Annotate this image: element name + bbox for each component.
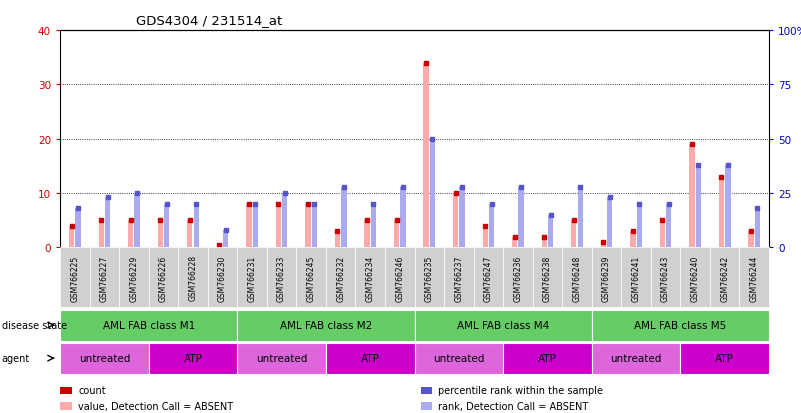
Text: AML FAB class M1: AML FAB class M1 [103,320,195,330]
Text: GSM766231: GSM766231 [248,255,256,301]
Bar [459,187,465,248]
Bar [305,204,311,248]
Bar [164,204,169,248]
Text: AML FAB class M5: AML FAB class M5 [634,320,727,330]
Bar [105,198,111,248]
Text: AML FAB class M2: AML FAB class M2 [280,320,372,330]
Bar [335,232,340,248]
Bar [666,204,671,248]
Bar [158,221,163,248]
Text: GSM766246: GSM766246 [395,254,405,301]
Text: untreated: untreated [433,353,485,363]
Bar [518,187,524,248]
Bar [135,194,139,248]
Text: GSM766225: GSM766225 [70,255,79,301]
Text: untreated: untreated [610,353,662,363]
Bar [718,177,724,248]
Text: GSM766230: GSM766230 [218,254,227,301]
Text: untreated: untreated [78,353,130,363]
Text: value, Detection Call = ABSENT: value, Detection Call = ABSENT [78,401,233,411]
Bar [607,198,612,248]
Text: GSM766245: GSM766245 [307,254,316,301]
Bar [748,232,754,248]
Bar [75,209,81,248]
Bar [690,145,694,248]
Bar [276,204,281,248]
Bar [637,204,642,248]
Text: ATP: ATP [715,353,734,363]
Text: AML FAB class M4: AML FAB class M4 [457,320,549,330]
Bar [312,204,317,248]
Text: GSM766234: GSM766234 [366,254,375,301]
Bar [128,221,134,248]
Bar [252,204,258,248]
Text: GSM766232: GSM766232 [336,255,345,301]
Text: agent: agent [2,353,30,363]
Bar [424,64,429,248]
Bar [246,204,252,248]
Bar [341,187,347,248]
Bar [571,221,577,248]
Bar [371,204,376,248]
Bar [660,221,665,248]
Bar [489,204,494,248]
Bar [69,226,74,248]
Text: GSM766237: GSM766237 [454,254,463,301]
Bar [482,226,488,248]
Text: ATP: ATP [360,353,380,363]
Text: disease state: disease state [2,320,66,330]
Bar [755,209,760,248]
Text: GSM766227: GSM766227 [100,255,109,301]
Bar [400,187,405,248]
Text: count: count [78,385,106,395]
Bar [695,165,701,248]
Bar [548,215,553,248]
Text: GDS4304 / 231514_at: GDS4304 / 231514_at [136,14,283,27]
Bar [194,204,199,248]
Bar [99,221,104,248]
Bar [187,221,192,248]
Text: GSM766238: GSM766238 [543,255,552,301]
Text: GSM766242: GSM766242 [720,255,729,301]
Bar [725,165,731,248]
Bar [223,230,228,248]
Text: GSM766236: GSM766236 [513,254,522,301]
Text: GSM766229: GSM766229 [130,255,139,301]
Text: GSM766226: GSM766226 [159,255,168,301]
Text: GSM766244: GSM766244 [750,254,759,301]
Bar [430,140,435,248]
Text: rank, Detection Call = ABSENT: rank, Detection Call = ABSENT [438,401,589,411]
Text: GSM766241: GSM766241 [631,255,641,301]
Bar [364,221,370,248]
Text: ATP: ATP [538,353,557,363]
Bar [578,187,583,248]
Text: untreated: untreated [256,353,308,363]
Text: ATP: ATP [183,353,203,363]
Bar [394,221,399,248]
Bar [601,242,606,248]
Text: GSM766228: GSM766228 [188,255,198,301]
Text: GSM766235: GSM766235 [425,254,434,301]
Text: GSM766239: GSM766239 [602,254,611,301]
Bar [630,232,635,248]
Bar [217,245,222,248]
Text: GSM766248: GSM766248 [573,255,582,301]
Text: GSM766243: GSM766243 [661,254,670,301]
Bar [453,194,458,248]
Text: GSM766233: GSM766233 [277,254,286,301]
Text: percentile rank within the sample: percentile rank within the sample [438,385,603,395]
Bar [512,237,517,248]
Bar [282,194,288,248]
Text: GSM766247: GSM766247 [484,254,493,301]
Bar [541,237,547,248]
Text: GSM766240: GSM766240 [690,254,699,301]
